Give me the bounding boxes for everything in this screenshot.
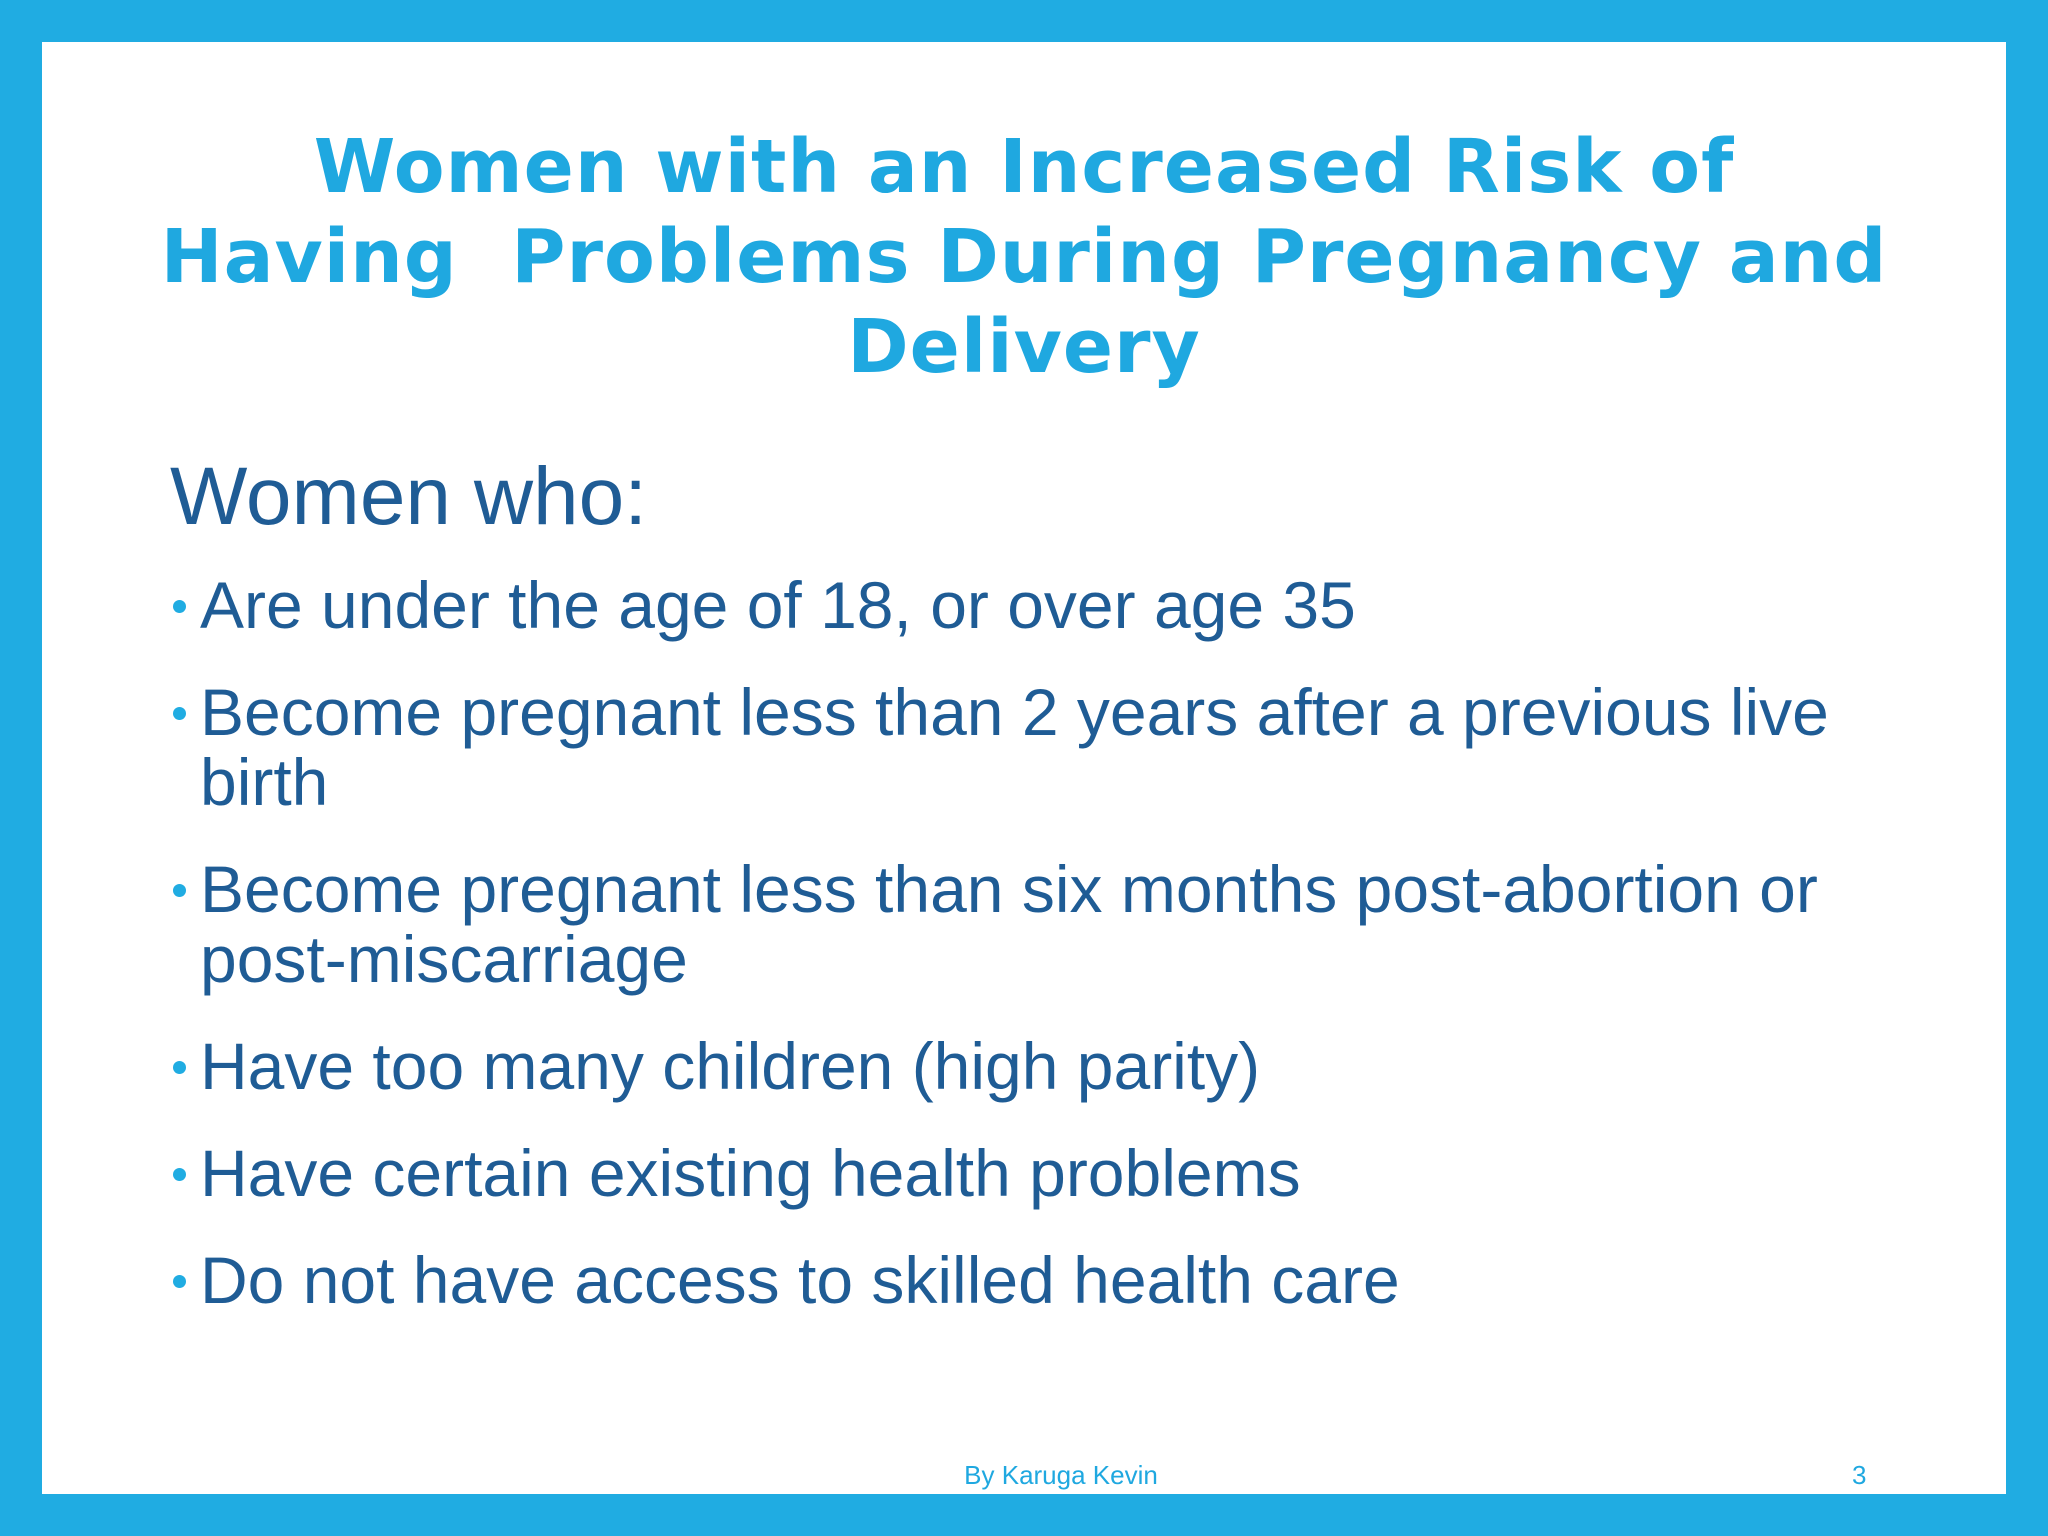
bullet-dot-icon <box>173 884 186 897</box>
bullet-item: Become pregnant less than six months pos… <box>170 854 1950 994</box>
bullet-dot-icon <box>173 707 186 720</box>
bullet-text: Have too many children (high parity) <box>200 1029 1261 1103</box>
bullet-item: Do not have access to skilled health car… <box>170 1245 1950 1315</box>
bullet-text: Have certain existing health problems <box>200 1136 1301 1210</box>
bullet-dot-icon <box>173 1275 186 1288</box>
bullet-text: Become pregnant less than 2 years after … <box>200 675 1829 819</box>
slide-subtitle: Women who: <box>170 451 648 542</box>
bullet-item: Are under the age of 18, or over age 35 <box>170 570 1950 640</box>
bullet-item: Become pregnant less than 2 years after … <box>170 677 1950 817</box>
slide-canvas: Women with an Increased Risk of Having P… <box>42 42 2006 1494</box>
bullet-text: Do not have access to skilled health car… <box>200 1243 1400 1317</box>
bullet-dot-icon <box>173 1061 186 1074</box>
slide-title-line: Having Problems During Pregnancy and <box>160 214 1888 300</box>
slide-title: Women with an Increased Risk of Having P… <box>42 122 2006 392</box>
bullet-text: Become pregnant less than six months pos… <box>200 852 1818 996</box>
bullet-text: Are under the age of 18, or over age 35 <box>200 568 1356 642</box>
page-number: 3 <box>1852 1460 1867 1490</box>
bullet-dot-icon <box>173 1168 186 1181</box>
bullet-item: Have certain existing health problems <box>170 1138 1950 1208</box>
bullet-list: Are under the age of 18, or over age 35 … <box>170 570 1950 1352</box>
bullet-dot-icon <box>173 600 186 613</box>
footer-author: By Karuga Kevin <box>964 1460 1158 1490</box>
slide-title-line: Delivery <box>847 304 1201 390</box>
slide-title-line: Women with an Increased Risk of <box>313 124 1735 210</box>
bullet-item: Have too many children (high parity) <box>170 1031 1950 1101</box>
